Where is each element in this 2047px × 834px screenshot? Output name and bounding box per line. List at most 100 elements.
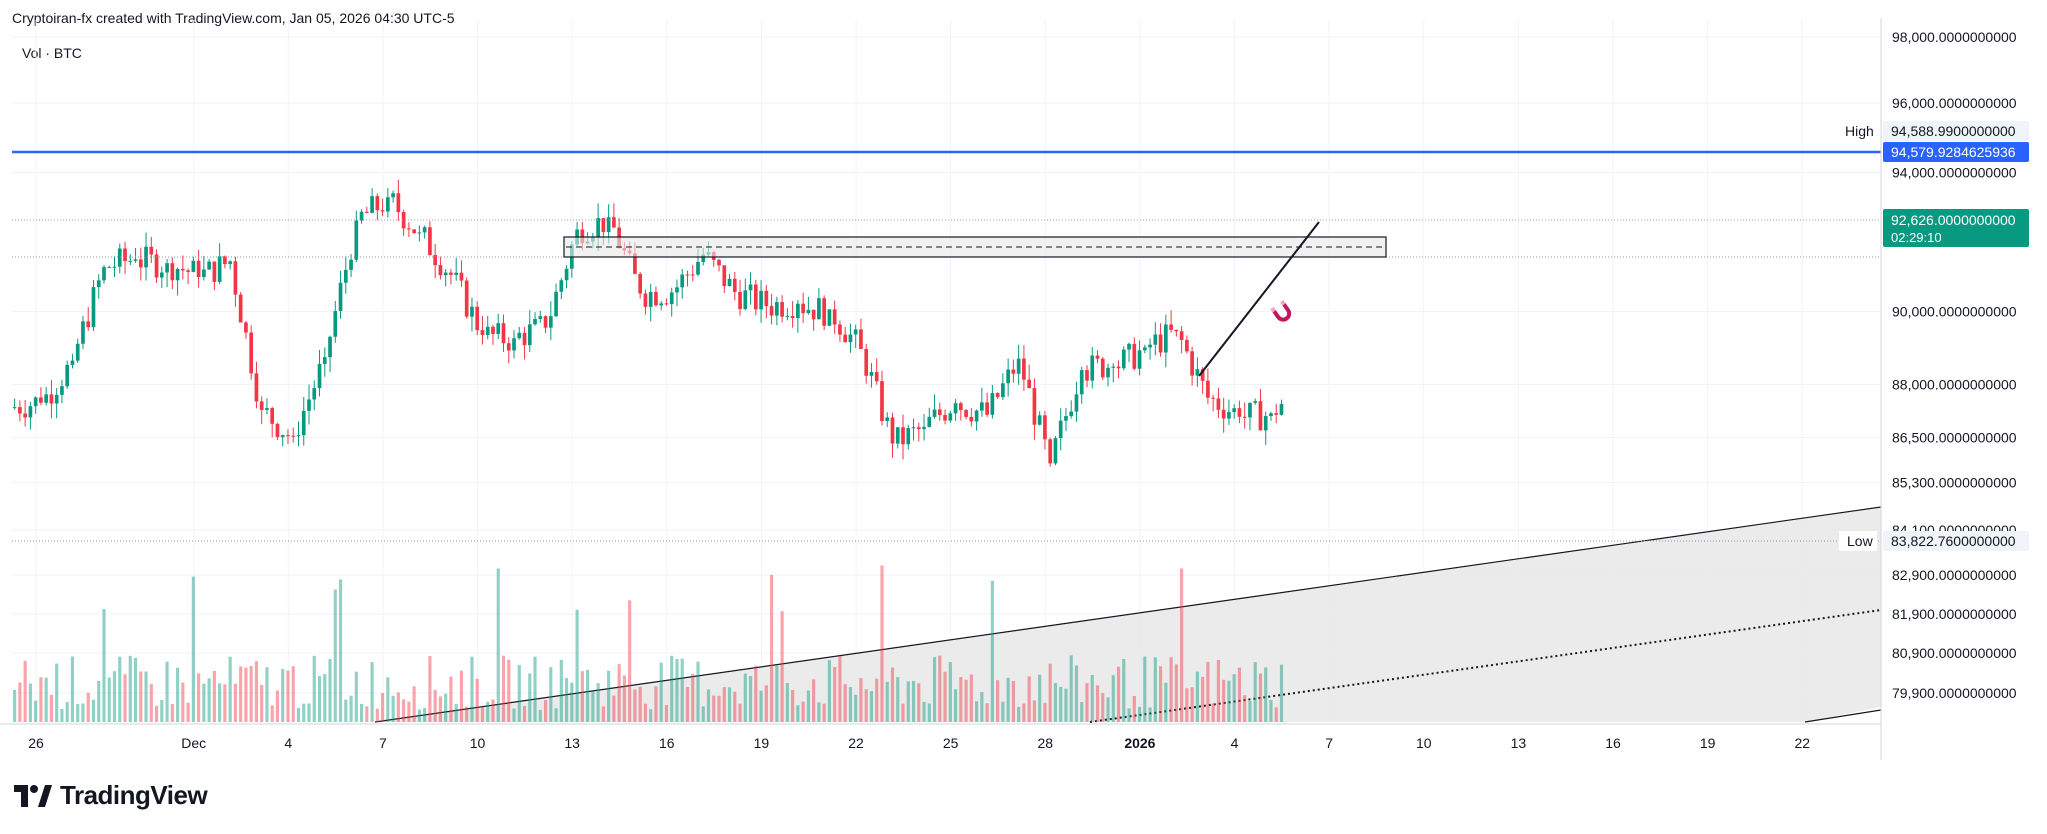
volume-bar	[170, 704, 174, 722]
price-badges: High 94,588.9900000000 94,579.9284625936 92…	[1837, 121, 2029, 551]
magnet-icon[interactable]	[1270, 300, 1294, 325]
volume-bar	[407, 701, 411, 722]
candle-body	[65, 364, 70, 387]
volume-bar	[896, 677, 900, 722]
volume-bar	[123, 674, 127, 722]
volume-bar	[554, 708, 558, 722]
volume-bar	[128, 655, 132, 722]
volume-indicator-label[interactable]: Vol · BTC	[22, 45, 82, 61]
candle-body	[596, 218, 600, 238]
volume-bar	[717, 695, 721, 722]
candle-body	[170, 263, 175, 281]
volume-bar	[223, 684, 227, 722]
volume-bar	[186, 702, 190, 722]
candle-body	[1153, 334, 1158, 345]
volume-bar	[643, 703, 648, 722]
channel-lower-line[interactable]	[1804, 709, 1882, 723]
candle-body	[859, 329, 863, 349]
candle-body	[1174, 329, 1179, 332]
candle-body	[328, 336, 332, 358]
volume-bar	[775, 665, 779, 722]
price-axis-tick: 81,900.0000000000	[1892, 606, 2017, 622]
volume-bar	[260, 684, 264, 722]
drawings[interactable]	[12, 150, 1881, 542]
volume-bar	[806, 690, 810, 722]
candle-body	[601, 218, 606, 233]
candle-body	[1011, 369, 1016, 374]
candle-body	[843, 334, 848, 343]
candle-body	[428, 227, 432, 256]
candle-body	[675, 287, 679, 293]
low-tag-bg	[1839, 531, 1877, 551]
volume-bar	[906, 681, 910, 722]
candle-body	[117, 248, 122, 267]
volume-bar	[218, 683, 222, 722]
volume-bar	[323, 674, 327, 722]
volume-bar	[601, 706, 605, 722]
channel-mid-line[interactable]	[1089, 609, 1882, 723]
volume-bar	[281, 669, 285, 722]
candle-body	[832, 309, 837, 325]
volume-bar	[638, 686, 642, 722]
price-axis-tick: 94,000.0000000000	[1892, 165, 2017, 181]
low-value-badge: 83,822.7600000000	[1891, 533, 2016, 549]
volume-bar	[607, 670, 611, 722]
candle-body	[743, 290, 748, 310]
candle-body	[1085, 370, 1089, 381]
volume-bar	[712, 695, 716, 722]
candle-body	[1095, 355, 1100, 359]
candle-body	[396, 193, 401, 213]
volume-bar	[570, 682, 574, 722]
candle-body	[70, 360, 75, 365]
volume-bar	[617, 664, 621, 722]
volume-bar	[207, 678, 211, 722]
volume-bar	[1043, 702, 1047, 722]
candle-body	[848, 334, 853, 343]
volume-bar	[354, 671, 358, 722]
time-axis-tick: 4	[284, 735, 292, 751]
volume-bar	[1216, 659, 1220, 722]
rising-trendline[interactable]	[1198, 221, 1320, 377]
candle-body	[317, 364, 322, 389]
volume-bar	[975, 701, 979, 722]
volume-bar	[338, 579, 343, 722]
rectangle-zone[interactable]	[563, 236, 1387, 258]
candle-body	[1100, 358, 1105, 378]
candle-body	[759, 290, 763, 310]
ascending-channel[interactable]	[374, 506, 1882, 723]
candle-body	[958, 403, 963, 411]
volume-bar	[549, 667, 553, 722]
volume-bar	[801, 701, 805, 722]
candle-body	[254, 373, 259, 402]
candle-body	[796, 303, 800, 319]
channel-upper-line[interactable]	[374, 506, 1882, 723]
candle-body	[212, 261, 217, 282]
candle-body	[827, 309, 832, 326]
volume-bar	[675, 658, 679, 722]
candle-body	[280, 435, 285, 438]
volume-bar	[1038, 674, 1042, 722]
volume-bar	[759, 690, 763, 722]
candle-body	[181, 268, 185, 271]
time-axis[interactable]: 26 Dec 4 7 10 13 16 19 22 25 28 2026 4 7 10 13 16 19 22	[0, 723, 1881, 751]
volume-bar	[438, 696, 442, 722]
candle-body	[217, 256, 222, 282]
volume-bar	[1153, 657, 1157, 722]
price-axis-tick: 96,000.0000000000	[1892, 95, 2017, 111]
candle-body	[643, 293, 648, 307]
volume-bar	[1059, 686, 1063, 722]
volume-bar	[465, 706, 469, 722]
price-chart[interactable]: 98,000.0000000000 96,000.0000000000 94,000…	[0, 0, 2047, 770]
volume-bar	[1195, 671, 1199, 722]
volume-bar	[344, 699, 348, 722]
candle-body	[144, 246, 148, 268]
candle-body	[1221, 409, 1226, 419]
candle-body	[817, 298, 821, 320]
candle-body	[322, 357, 327, 365]
volume-bar	[1027, 676, 1031, 722]
time-axis-tick: 7	[1325, 735, 1333, 751]
candle-body	[1248, 402, 1252, 418]
volume-bar	[927, 703, 931, 722]
candle-body	[533, 318, 537, 325]
candle-body	[12, 407, 17, 409]
